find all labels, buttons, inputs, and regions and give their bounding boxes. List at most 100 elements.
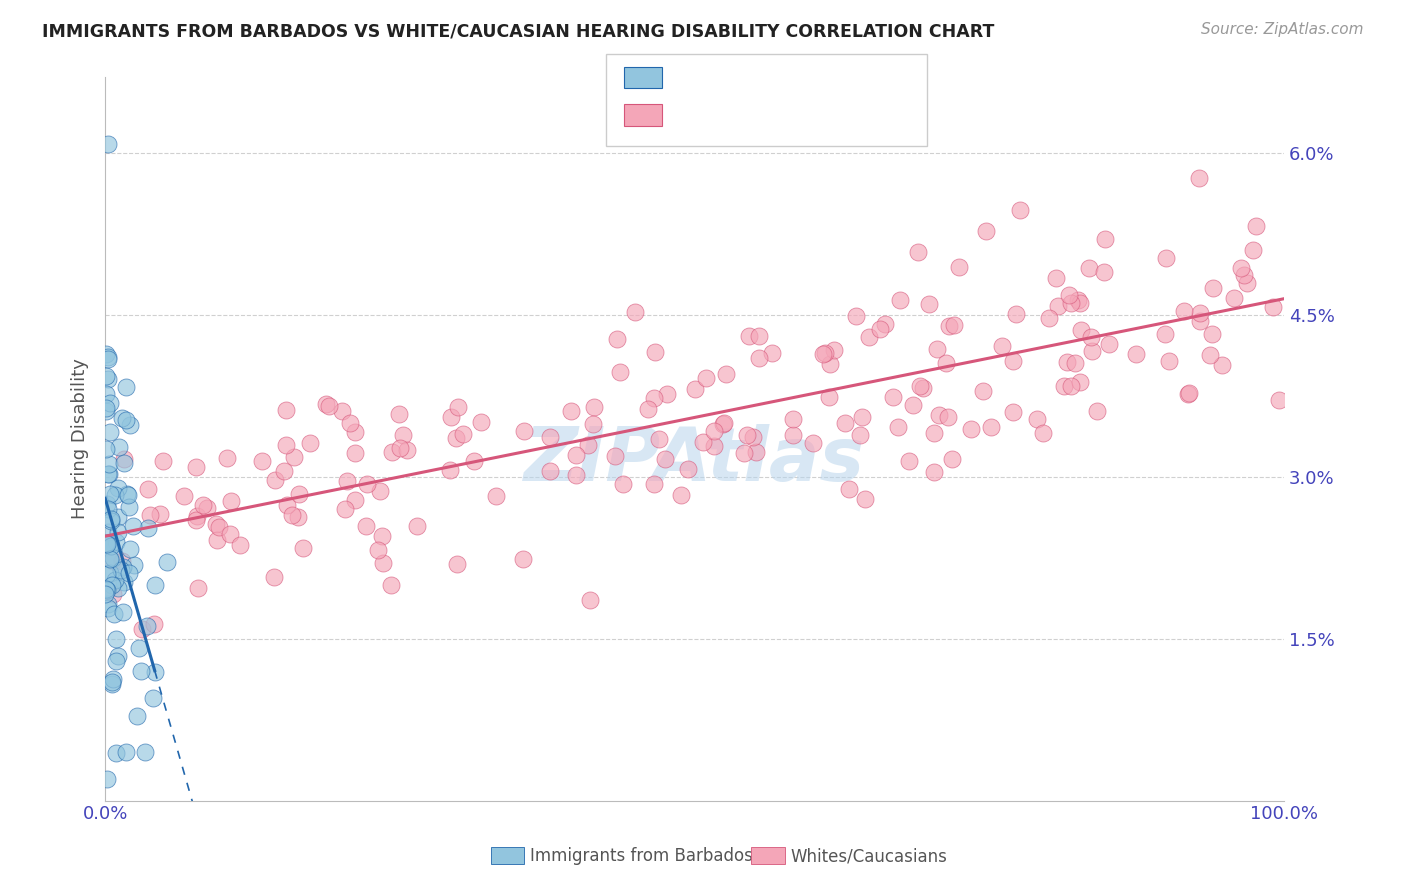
Point <box>648 433 671 447</box>
Point <box>1202 281 1225 295</box>
Point <box>1261 300 1284 314</box>
Point <box>193 498 215 512</box>
Point <box>96 536 118 550</box>
Point <box>336 475 359 489</box>
Point <box>274 402 297 417</box>
Point <box>120 417 142 432</box>
Text: R =: R = <box>671 104 704 122</box>
Point <box>229 538 252 552</box>
Point <box>623 305 645 319</box>
Point <box>103 673 125 687</box>
Point <box>512 551 534 566</box>
Point <box>974 224 997 238</box>
Point <box>938 318 960 333</box>
Point <box>98 457 121 471</box>
Point <box>335 502 357 516</box>
Point <box>264 473 287 487</box>
Point <box>655 387 678 401</box>
Point <box>96 497 118 511</box>
Point <box>388 407 411 421</box>
Point <box>991 338 1014 352</box>
Point <box>131 622 153 636</box>
Point <box>924 425 946 440</box>
Point <box>94 536 117 550</box>
Point <box>381 445 404 459</box>
Point <box>1081 344 1104 359</box>
Point <box>107 581 129 595</box>
Point <box>644 344 666 359</box>
Point <box>396 442 419 457</box>
Point <box>1078 261 1101 276</box>
Point <box>745 444 768 458</box>
Point <box>882 390 904 404</box>
Point <box>112 456 135 470</box>
Point <box>288 486 311 500</box>
Point <box>96 537 118 551</box>
Point <box>683 383 706 397</box>
Point <box>1188 171 1211 186</box>
Point <box>117 488 139 502</box>
Point <box>980 420 1002 434</box>
Point <box>858 330 880 344</box>
Point <box>94 368 117 383</box>
Point <box>851 409 873 424</box>
Point <box>738 328 761 343</box>
Point <box>803 435 825 450</box>
Point <box>152 454 174 468</box>
Point <box>1060 379 1083 393</box>
Point <box>96 401 118 415</box>
Point <box>713 417 735 431</box>
Point <box>583 401 606 415</box>
Point <box>98 552 121 566</box>
Point <box>405 519 427 533</box>
Text: N =: N = <box>792 104 825 122</box>
Point <box>115 380 138 394</box>
Point <box>204 517 226 532</box>
Point <box>1098 337 1121 351</box>
Point <box>187 581 209 595</box>
Point <box>195 501 218 516</box>
Point <box>1067 293 1090 308</box>
Point <box>98 425 121 439</box>
Point <box>250 454 273 468</box>
Point <box>107 482 129 496</box>
Point <box>100 486 122 500</box>
Point <box>98 537 121 551</box>
Point <box>97 501 120 516</box>
Point <box>103 607 125 621</box>
Point <box>782 411 804 425</box>
Point <box>276 498 298 512</box>
Point <box>218 527 240 541</box>
Point <box>343 492 366 507</box>
Point <box>94 387 117 401</box>
Point <box>1046 299 1069 313</box>
Point <box>115 487 138 501</box>
Point <box>485 489 508 503</box>
Point <box>911 381 934 395</box>
Point <box>1223 291 1246 305</box>
Point <box>1198 348 1220 362</box>
Point <box>330 404 353 418</box>
Point <box>714 367 737 381</box>
Point <box>1189 313 1212 327</box>
Point <box>344 425 367 440</box>
Point <box>1246 219 1268 234</box>
Text: 0.831: 0.831 <box>727 104 785 122</box>
Point <box>444 431 467 445</box>
Point <box>1236 276 1258 290</box>
Point <box>453 426 475 441</box>
Point <box>112 452 135 467</box>
Y-axis label: Hearing Disability: Hearing Disability <box>72 359 89 519</box>
Point <box>818 357 841 371</box>
Point <box>1241 243 1264 257</box>
Point <box>115 412 138 426</box>
Point <box>935 356 957 370</box>
Point <box>606 332 628 346</box>
Point <box>129 664 152 678</box>
Point <box>565 448 588 462</box>
Point <box>1157 354 1180 368</box>
Point <box>96 772 118 786</box>
Point <box>263 570 285 584</box>
Point <box>1154 252 1177 266</box>
Point <box>96 346 118 360</box>
